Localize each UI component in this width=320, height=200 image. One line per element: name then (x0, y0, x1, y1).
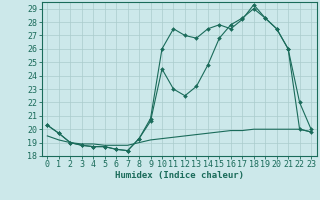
X-axis label: Humidex (Indice chaleur): Humidex (Indice chaleur) (115, 171, 244, 180)
